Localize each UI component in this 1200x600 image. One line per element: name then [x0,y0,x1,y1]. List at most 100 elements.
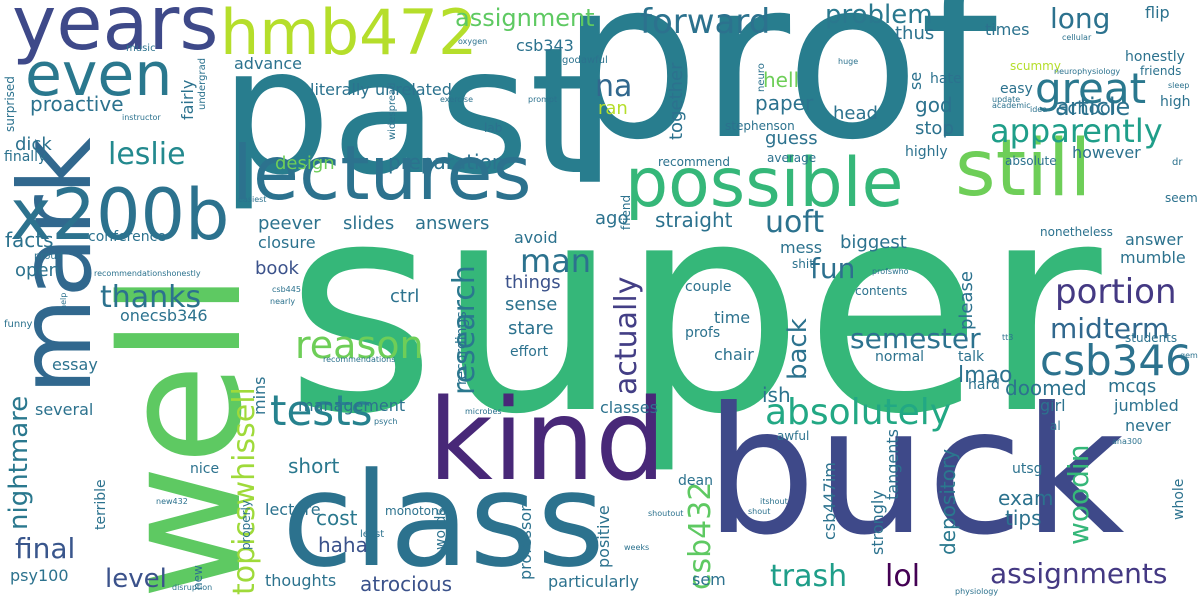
word-class: class [282,444,605,596]
word-easy: easy [1000,81,1033,97]
word-lectures: lectures [232,129,532,217]
word-chair: chair [714,345,754,364]
word-however: however [1072,143,1141,162]
word-positive: positive [594,505,613,568]
word-tips: tips [1005,506,1042,530]
word-thanks: thanks [100,280,202,315]
word-long: long [1050,2,1111,35]
word-back: back [783,318,813,380]
word-gem: gem [1180,351,1198,360]
word-properly: properly [239,500,253,550]
word-mumble: mumble [1120,248,1186,267]
word-lecture: lecture [265,500,321,519]
word-recordings: recordings [454,311,470,385]
word-hell: hell [763,68,800,92]
word-assignments: assignments [990,557,1168,590]
word-csb343: csb343 [516,36,574,55]
word-normal: normal [875,349,925,365]
word-whole: whole [1171,478,1187,520]
word-god: god [915,93,953,117]
word-avoid: avoid [514,228,558,247]
word-possible: possible [625,144,904,223]
word-hate: hate [930,71,962,87]
word-ana300: ana300 [1112,437,1143,446]
word-disruption: disruption [172,583,213,592]
word-itshout: itshout [760,497,788,506]
word-physiology: physiology [955,587,999,596]
word-midterm: midterm [1050,312,1170,345]
word-straight: straight [655,208,733,232]
word-preparation: preparation [388,150,505,174]
word-essay: essay [52,355,98,374]
word-friends: friends [1140,64,1182,78]
word-prompt: prompt [528,95,558,104]
word-super: super [285,141,1102,478]
word-ran: ran [598,98,628,119]
word-article: article [1055,93,1131,121]
word-conference: conference [88,229,166,245]
word-facts: facts [5,228,54,252]
word-music: music [126,43,156,54]
word-biggest: biggest [840,232,907,253]
word-academic: academic [992,101,1031,110]
word-literally: literally [310,80,370,99]
word-school: school [1058,98,1116,119]
word-godawful: godawful [562,55,608,66]
word-apparently: apparently [990,112,1163,150]
word-semester: semester [850,322,981,355]
word-paper: paper [755,91,814,115]
word-open: open [15,260,60,281]
word-recommendations: recommendations [323,355,396,364]
word-al: al [1050,419,1061,433]
word-dr: dr [1172,157,1183,168]
word-years: years [12,0,219,67]
word-great: great [1035,64,1147,113]
word-prof: prof [560,0,998,188]
word-atrocious: atrocious [360,572,453,596]
word-unrelated: unrelated [375,80,452,99]
word-seem: seem [1165,191,1198,205]
word-na: na [595,69,633,104]
word-shout: shout [748,507,771,516]
word-peever: peever [258,213,321,234]
word-together: together [666,62,687,140]
word-ago: ago [595,208,629,229]
word-buck: buck [705,371,1125,574]
word-topicswhissell: topicswhissell [227,387,262,595]
word-even: even [25,40,173,110]
word-portion: portion [1055,272,1177,312]
word-guess: guess [765,128,818,149]
word-fun: fun [810,252,856,285]
word-trash: trash [770,559,848,594]
word-times: times [985,20,1030,39]
word-time: time [714,308,751,327]
word-problem: problem [825,0,933,30]
word-onecsb346: onecsb346 [120,306,208,325]
word-flip: flip [1145,3,1170,22]
word-tt3: tt3 [1002,333,1014,342]
word-new432: new432 [156,497,188,506]
word-proactive: proactive [30,92,124,116]
word-profs: profs [685,325,721,341]
word-slides: slides [343,213,395,234]
word-tests: tests [270,386,373,435]
word-awful: awful [777,429,810,443]
word-psych: psych [374,417,398,426]
word-forward: forward [640,2,771,42]
word-utsg: utsg [1012,461,1043,477]
word-ish: ish [762,383,791,407]
word-highly: highly [905,144,948,160]
word-answers: answers [415,213,490,234]
word-se: se [906,71,925,90]
word-widespread: widespread [387,82,398,140]
word-finally: finally [4,149,47,165]
word-update: update [992,95,1021,104]
word-mins: mins [250,376,269,415]
word-lmao: lmao [958,363,1013,388]
word-psy100: psy100 [10,566,69,585]
word-exam: exam [998,486,1054,510]
word-terrible: terrible [93,479,109,530]
word-hard: hard [968,377,1000,393]
word-friend: friend [619,194,633,230]
word-management: management [298,396,406,415]
